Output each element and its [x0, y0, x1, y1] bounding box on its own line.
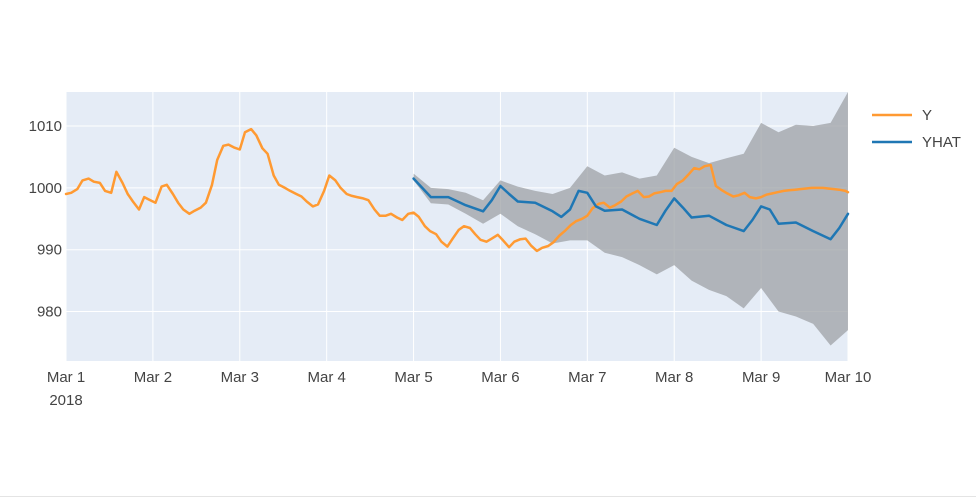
x-tick-label: Mar 7 [568, 369, 606, 386]
series-line-yhat [412, 177, 850, 241]
x-tick-label: Mar 6 [481, 369, 519, 386]
confidence-band [413, 92, 848, 346]
axes: 980 990 1000 1010 Mar 1 2018 Mar 2 Mar 3 Mar 4 Ma… [29, 118, 872, 409]
x-tick-label: Mar 4 [307, 369, 345, 386]
legend-label: Y [922, 107, 932, 124]
x-tick-label: Mar 2 [134, 369, 172, 386]
y-tick-label: 980 [37, 304, 62, 321]
series-line-y [64, 127, 850, 253]
x-tick-sublabel: 2018 [49, 392, 82, 409]
legend-item-y[interactable]: Y [872, 107, 932, 124]
x-tick-label: Mar 10 [825, 369, 872, 386]
y-tick-label: 1000 [29, 180, 62, 197]
x-tick-label: Mar 1 [47, 369, 85, 386]
x-tick-label: Mar 3 [221, 369, 259, 386]
y-tick-label: 1010 [29, 118, 62, 135]
legend-label: YHAT [922, 134, 961, 151]
x-tick-label: Mar 9 [742, 369, 780, 386]
x-tick-label: Mar 5 [394, 369, 432, 386]
legend-item-yhat[interactable]: YHAT [872, 134, 961, 151]
x-tick-label: Mar 8 [655, 369, 693, 386]
y-tick-label: 990 [37, 242, 62, 259]
bottom-divider [0, 496, 976, 497]
legend[interactable]: Y YHAT [872, 107, 961, 151]
plot-area [64, 92, 850, 361]
